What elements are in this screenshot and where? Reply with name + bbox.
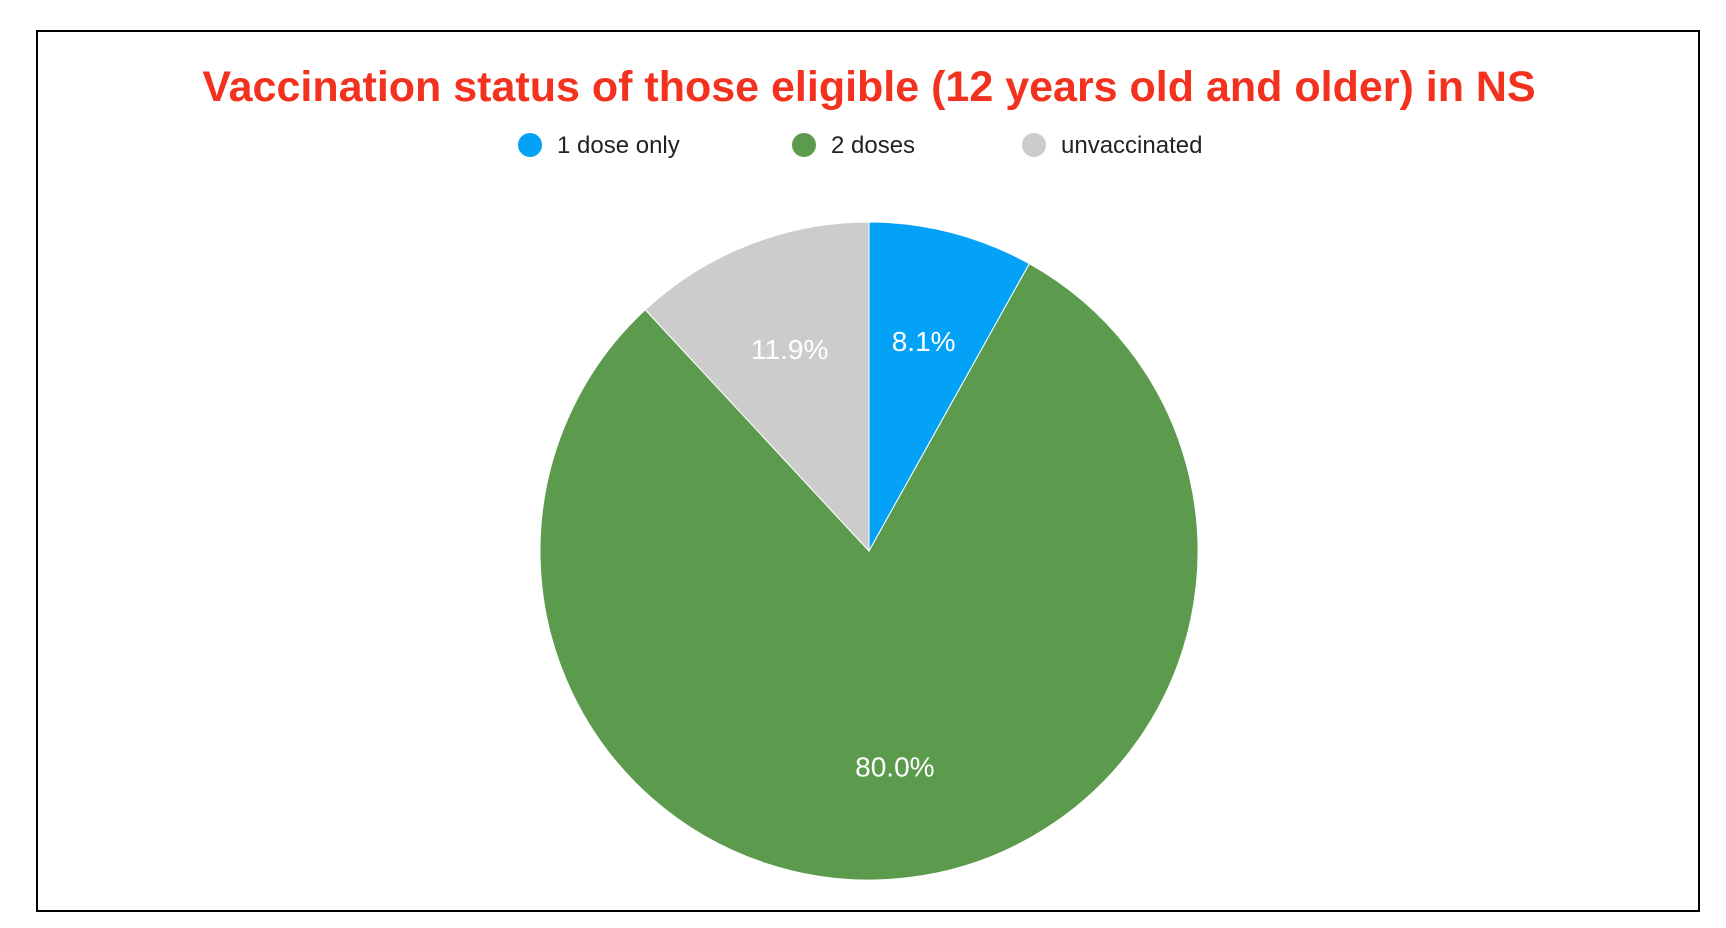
- pie-slice-2-doses: [539, 263, 1199, 881]
- legend: 1 dose only 2 doses unvaccinated: [518, 132, 1202, 159]
- legend-label: 1 dose only: [557, 132, 680, 159]
- legend-item-2-doses: 2 doses: [792, 132, 915, 159]
- legend-swatch: [1022, 133, 1046, 157]
- legend-item-unvaccinated: unvaccinated: [1022, 132, 1202, 159]
- legend-label: 2 doses: [831, 132, 915, 159]
- legend-label: unvaccinated: [1061, 132, 1202, 159]
- slice-label-2-doses: 80.0%: [855, 752, 934, 783]
- legend-swatch: [518, 133, 542, 157]
- slice-label-unvaccinated: 11.9%: [751, 334, 828, 365]
- chart-title: Vaccination status of those eligible (12…: [202, 63, 1535, 111]
- pie-slice-unvaccinated: [644, 221, 870, 553]
- slice-labels: 8.1% 80.0% 11.9%: [751, 326, 956, 783]
- legend-item-1-dose-only: 1 dose only: [518, 132, 680, 159]
- slice-label-1-dose-only: 8.1%: [892, 326, 956, 357]
- pie-slice-1-dose-only: [868, 221, 1030, 553]
- pie-slices: [539, 221, 1199, 881]
- legend-swatch: [792, 133, 816, 157]
